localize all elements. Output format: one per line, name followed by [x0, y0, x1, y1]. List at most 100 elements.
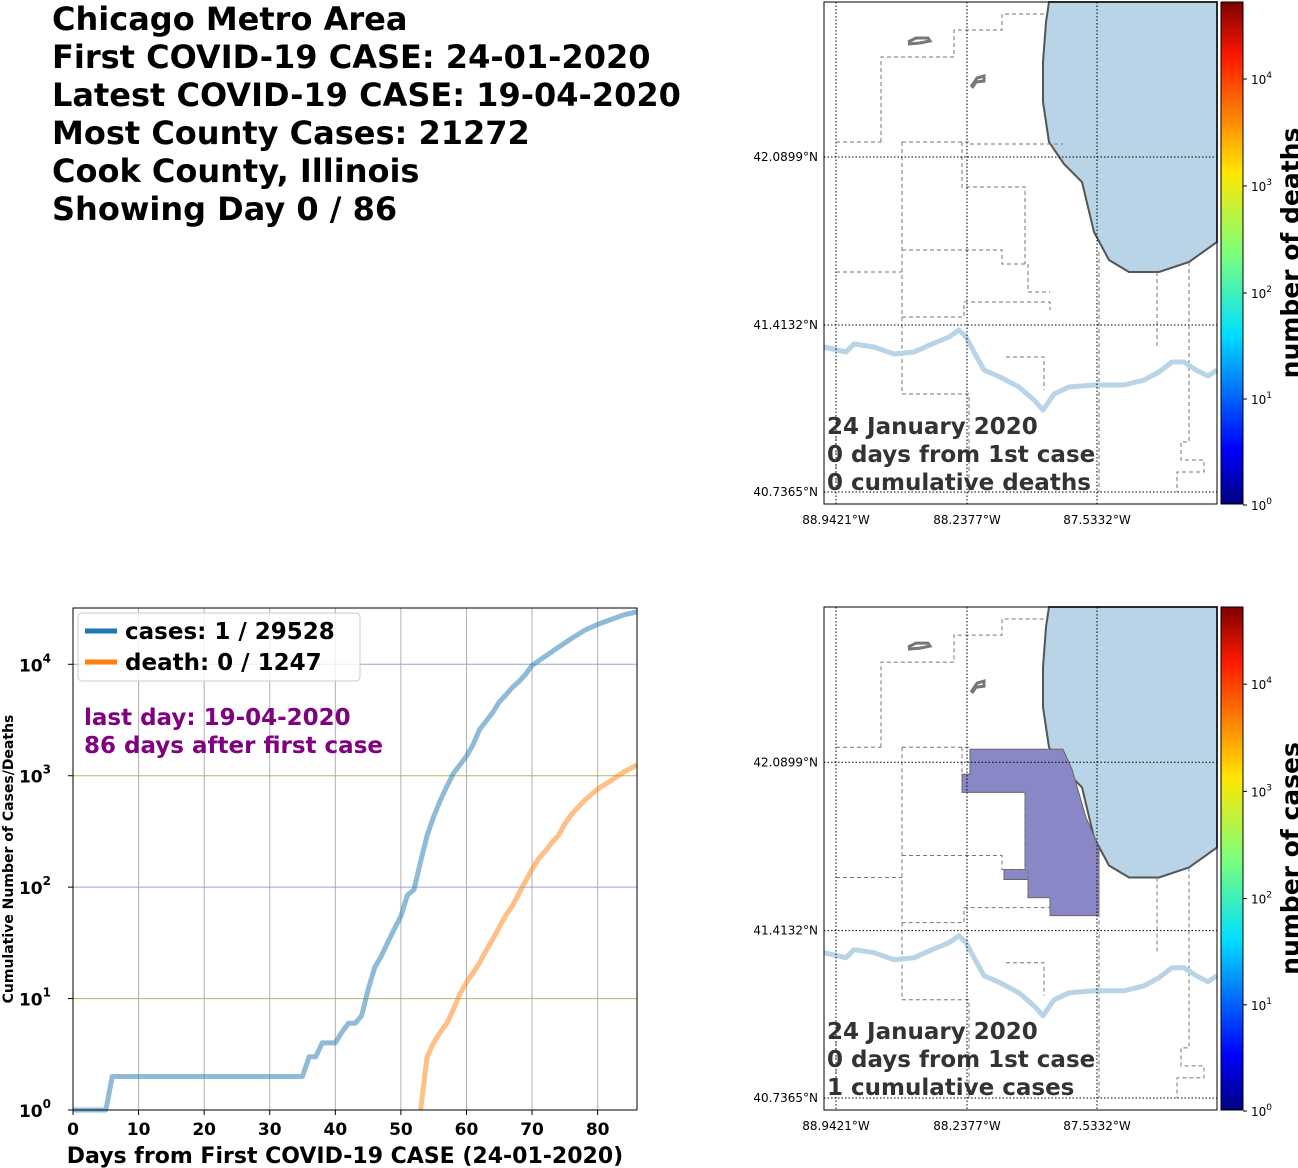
county-border [1006, 356, 1045, 390]
plot-frame [72, 607, 638, 1111]
colorbar-tick-label: 101 [1251, 391, 1272, 407]
longitude-label: 87.5332°W [1063, 513, 1131, 527]
illinois-river [823, 933, 1219, 1019]
latitude-label: 41.4132°N [753, 924, 818, 938]
small-lake [907, 641, 933, 651]
colorbar-tick-exp: 3 [1266, 178, 1272, 188]
y-tick-label: 104 [19, 651, 51, 676]
latitude-label: 40.7365°N [753, 485, 818, 499]
longitude-label: 88.2377°W [933, 1119, 1001, 1133]
y-tick-label: 103 [19, 763, 51, 788]
longitude-label: 88.2377°W [933, 513, 1001, 527]
map-frame [823, 1, 1218, 505]
county-border [901, 747, 1051, 924]
lake-michigan [1042, 1, 1218, 273]
county-border [1176, 262, 1205, 492]
colorbar-tick-exp: 2 [1266, 891, 1272, 901]
title-latest-case: Latest COVID-19 CASE: 19-04-2020 [52, 76, 681, 114]
colorbar-tick-label: 104 [1251, 676, 1272, 692]
longitude-label: 88.9421°W [802, 513, 870, 527]
latitude-label: 40.7365°N [753, 1091, 818, 1105]
colorbar-tick-exp: 1 [1266, 391, 1272, 401]
y-tick-exp: 2 [43, 874, 51, 888]
map-overlay-text: 24 January 2020 [827, 1019, 1038, 1045]
map-overlay-text: 24 January 2020 [827, 414, 1038, 440]
title-block: Chicago Metro Area First COVID-19 CASE: … [52, 0, 681, 228]
series-line-cases [73, 609, 638, 1113]
y-tick-exp: 3 [43, 763, 51, 777]
x-tick-label: 50 [389, 1120, 413, 1140]
series-line-deaths [418, 762, 639, 1111]
map-panel-2: 42.0899°N 41.4132°N 40.7365°N 88.9421°W 88.2… [753, 606, 1219, 1133]
title-most-county-cases: Most County Cases: 21272 [52, 114, 530, 152]
longitude-label: 88.9421°W [802, 1119, 870, 1133]
map-frame [823, 606, 1218, 1111]
colorbar-tick-exp: 3 [1266, 783, 1272, 793]
legend-box [77, 612, 361, 682]
map-overlay-text: 0 cumulative deaths [827, 470, 1091, 496]
county-border [1176, 867, 1205, 1098]
chart-annotation: last day: 19-04-2020 [84, 705, 351, 731]
y-tick-label: 100 [19, 1097, 51, 1122]
y-tick-label: 101 [19, 986, 51, 1011]
colorbar-tick-label: 103 [1251, 178, 1272, 194]
x-tick-label: 20 [192, 1120, 216, 1140]
legend: cases: 1 / 29528 death: 0 / 1247 [77, 612, 361, 682]
colorbar-tick-exp: 4 [1266, 676, 1272, 686]
x-tick-label: 0 [67, 1120, 79, 1140]
colorbar-tick-exp: 4 [1266, 71, 1272, 81]
y-tick-exp: 0 [43, 1097, 51, 1111]
colorbar-label: number of cases [1276, 742, 1298, 975]
county-border [880, 13, 1046, 142]
legend-entry: cases: 1 / 29528 [125, 619, 335, 645]
colorbar-gradient [1220, 606, 1244, 1111]
colorbar-tick-label: 100 [1251, 497, 1272, 513]
colorbar-tick-label: 100 [1251, 1103, 1272, 1119]
colorbar-tick-exp: 2 [1266, 285, 1272, 295]
title-first-case: First COVID-19 CASE: 24-01-2020 [52, 38, 651, 76]
map-overlay-text: 0 days from 1st case [827, 442, 1095, 468]
county-border [902, 249, 1050, 293]
latitude-label: 42.0899°N [753, 755, 818, 769]
colorbar-2: 100 101 102 1 0 3 104 number of cases [1220, 606, 1298, 1119]
county-border [902, 855, 1050, 899]
colorbar-tick-label: 102 [1251, 285, 1272, 301]
chart-annotation: 86 days after first case [84, 733, 383, 759]
maps-layer: 42.0899°N 41.4132°N 40.7365°N 88.9421°W 88.2… [753, 1, 1298, 1133]
y-tick-label: 102 [19, 874, 51, 899]
title-region: Chicago Metro Area [52, 0, 408, 38]
county-border [880, 618, 1046, 748]
longitude-label: 87.5332°W [1063, 1119, 1131, 1133]
county-border [1006, 962, 1045, 996]
colorbar-tick-exp: 0 [1266, 1103, 1272, 1113]
legend-entry: death: 0 / 1247 [125, 650, 322, 676]
colorbar-tick-exp: 0 [1266, 497, 1272, 507]
latitude-label: 42.0899°N [753, 150, 818, 164]
colorbar-label: number of deaths [1276, 128, 1298, 379]
illinois-river [823, 327, 1219, 413]
colorbar-tick-label: 101 [1251, 997, 1272, 1013]
x-tick-label: 70 [520, 1120, 544, 1140]
x-tick-label: 60 [455, 1120, 479, 1140]
x-tick-label: 30 [258, 1120, 282, 1140]
map-panel-1: 42.0899°N 41.4132°N 40.7365°N 88.9421°W 88.2… [753, 1, 1219, 527]
county-border [961, 142, 1026, 264]
y-axis-label: Cumulative Number of Cases/Deaths [1, 715, 17, 1004]
y-tick-exp: 1 [43, 986, 51, 1000]
small-lake [969, 679, 986, 695]
colorbar-tick-label: 102 [1251, 891, 1272, 907]
colorbar-tick-exp: 1 [1266, 997, 1272, 1007]
x-tick-label: 40 [323, 1120, 347, 1140]
colorbar-tick-label: 104 [1251, 71, 1272, 87]
small-lake [969, 74, 986, 89]
title-showing-day: Showing Day 0 / 86 [52, 190, 398, 228]
x-tick-label: 80 [586, 1120, 610, 1140]
title-county: Cook County, Illinois [52, 152, 420, 190]
x-tick-label: 10 [127, 1120, 151, 1140]
county-border [961, 747, 1026, 870]
plot-area [73, 608, 637, 1110]
colorbar-gradient [1220, 1, 1244, 505]
